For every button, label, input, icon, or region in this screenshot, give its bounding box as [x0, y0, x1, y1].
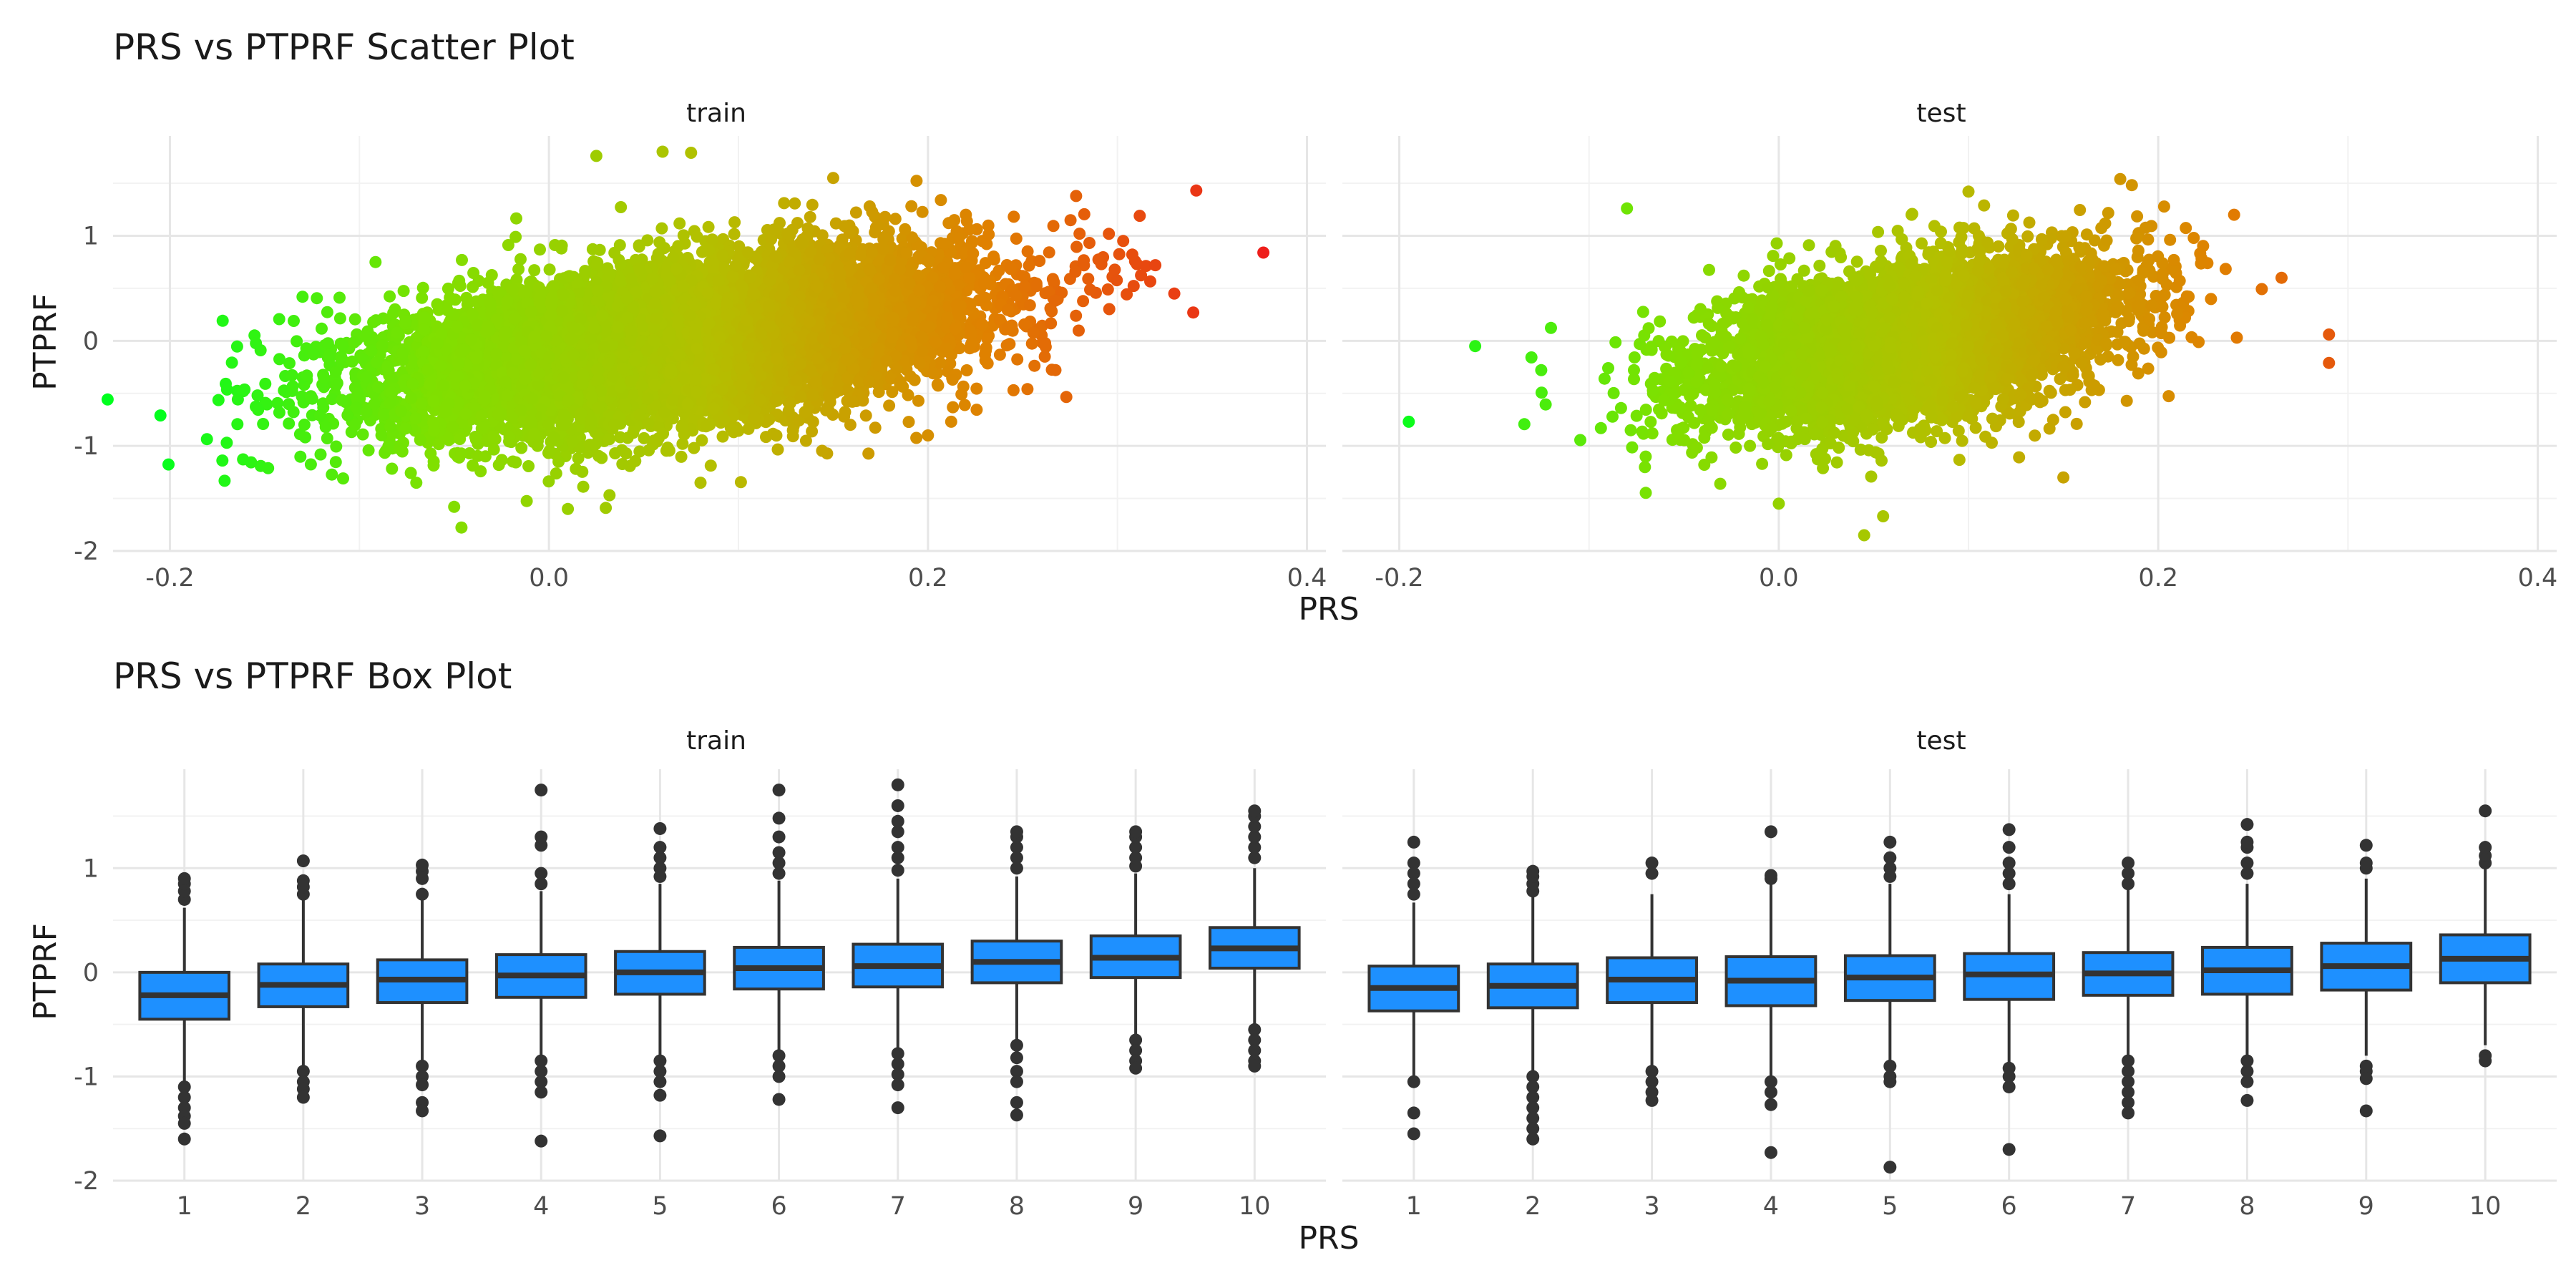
- scatter-point: [321, 306, 333, 318]
- scatter-point: [514, 253, 527, 265]
- scatter-point: [935, 194, 947, 207]
- scatter-point: [696, 434, 708, 447]
- scatter-point: [982, 219, 995, 232]
- scatter-point: [916, 205, 929, 218]
- scatter-point: [495, 454, 508, 467]
- scatter-point: [216, 314, 229, 327]
- scatter-point: [336, 339, 349, 352]
- scatter-point: [427, 455, 440, 468]
- scatter-point: [1108, 263, 1121, 276]
- scatter-point: [593, 243, 606, 256]
- scatter-point: [947, 401, 960, 414]
- scatter-point: [688, 441, 701, 454]
- scatter-point: [257, 418, 270, 430]
- scatter-point: [319, 421, 332, 434]
- scatter-point: [416, 281, 429, 294]
- scatter-point: [816, 229, 829, 242]
- scatter-point: [507, 455, 519, 468]
- scatter-point: [1101, 283, 1114, 296]
- scatter-point: [1084, 283, 1096, 296]
- scatter-point: [397, 285, 410, 298]
- scatter-point: [386, 462, 399, 475]
- scatter-point: [528, 264, 541, 277]
- scatter-point: [455, 521, 468, 534]
- scatter-point: [299, 431, 311, 444]
- scatter-point: [603, 489, 616, 502]
- scatter-point: [799, 434, 812, 447]
- scatter-point: [287, 406, 300, 419]
- scatter-point: [889, 213, 902, 225]
- scatter-point: [1190, 184, 1203, 197]
- scatter-plot: PRS vs PTPRF Scatter Plot train test -2-…: [27, 26, 2557, 628]
- scatter-point: [771, 443, 784, 456]
- scatter-point: [543, 263, 556, 276]
- scatter-point: [869, 421, 882, 434]
- scatter-point: [512, 263, 525, 275]
- scatter-point: [1103, 228, 1116, 240]
- scatter-point: [101, 393, 114, 406]
- scatter-point: [330, 440, 343, 453]
- scatter-point: [931, 378, 944, 391]
- scatter-point: [859, 409, 872, 422]
- scatter-point: [337, 472, 349, 485]
- scatter-facet-label-train: train: [686, 99, 746, 128]
- scatter-point: [902, 416, 915, 429]
- scatter-point: [304, 458, 317, 471]
- scatter-point: [387, 307, 400, 319]
- scatter-point: [329, 456, 342, 469]
- scatter-panel-train: [101, 136, 1326, 552]
- scatter-point: [883, 399, 896, 412]
- scatter-point: [515, 441, 528, 454]
- scatter-point: [704, 459, 717, 472]
- scatter-point: [294, 450, 307, 463]
- scatter-point: [728, 228, 741, 240]
- scatter-point: [655, 222, 668, 235]
- scatter-point: [162, 458, 175, 471]
- scatter-point: [958, 399, 971, 411]
- scatter-point: [676, 437, 689, 450]
- scatter-point: [316, 322, 328, 335]
- scatter-point: [218, 474, 231, 487]
- scatter-point: [1007, 384, 1020, 396]
- scatter-point: [765, 233, 778, 245]
- scatter-point: [778, 197, 791, 210]
- scatter-point: [1073, 324, 1085, 337]
- scatter-point: [283, 417, 296, 430]
- scatter-point: [382, 440, 395, 453]
- scatter-point: [356, 428, 369, 441]
- scatter-point: [231, 393, 244, 406]
- scatter-point: [200, 433, 213, 446]
- scatter-point: [326, 468, 338, 481]
- scatter-point: [970, 404, 983, 416]
- scatter-plot-title: PRS vs PTPRF Scatter Plot: [113, 26, 575, 68]
- scatter-point: [728, 216, 741, 229]
- scatter-points-train: [101, 145, 1270, 534]
- scatter-point: [653, 236, 666, 249]
- scatter-point: [220, 383, 233, 396]
- scatter-point: [910, 431, 923, 444]
- scatter-facet-label-test: test: [1916, 99, 1966, 128]
- scatter-point: [806, 425, 819, 438]
- scatter-point: [1083, 237, 1096, 249]
- scatter-point: [910, 175, 923, 187]
- scatter-point: [259, 377, 272, 390]
- scatter-point: [1045, 317, 1058, 330]
- scatter-point: [238, 383, 251, 396]
- scatter-point: [1070, 309, 1083, 322]
- scatter-point: [1021, 245, 1034, 258]
